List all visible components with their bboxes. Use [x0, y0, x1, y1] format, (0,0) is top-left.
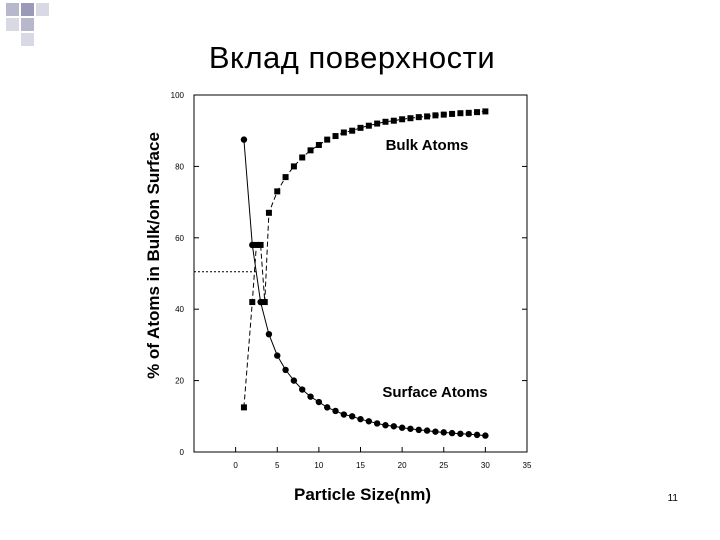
- x-axis-title: Particle Size(nm): [294, 485, 431, 504]
- bulk-atoms-point: [357, 124, 364, 131]
- y-tick-label: 80: [175, 162, 184, 171]
- bulk-atoms-point: [274, 188, 281, 195]
- y-tick-label: 100: [171, 91, 185, 100]
- surface-atoms-label: Surface Atoms: [382, 384, 487, 401]
- bulk-atoms-point: [290, 163, 297, 170]
- x-tick-label: 5: [275, 461, 280, 470]
- x-tick-label: 30: [481, 461, 490, 470]
- series-line-bulk-atoms: [243, 110, 486, 408]
- bulk-atoms-point: [382, 118, 389, 125]
- bulk-atoms-point: [440, 111, 447, 118]
- surface-atoms-point: [465, 430, 472, 438]
- bulk-atoms-point: [482, 108, 489, 115]
- bulk-atoms-point: [299, 154, 306, 161]
- bulk-atoms-point: [365, 122, 372, 129]
- surface-atoms-point: [407, 425, 414, 432]
- corner-square-5: [21, 18, 34, 31]
- bulk-atoms-point: [282, 174, 289, 181]
- surface-atoms-point: [415, 426, 422, 434]
- decorative-corner-squares: [6, 3, 49, 46]
- corner-square-1: [6, 3, 19, 16]
- corner-square-3: [36, 3, 49, 16]
- surface-atoms-point: [307, 393, 314, 400]
- bulk-atoms-point: [249, 299, 256, 306]
- bulk-atoms-point: [332, 133, 339, 140]
- x-tick-label: 10: [314, 461, 323, 470]
- surface-atoms-point: [299, 386, 306, 393]
- bulk-atoms-point: [253, 241, 260, 248]
- bulk-atoms-point: [240, 404, 247, 411]
- bulk-atoms-point: [399, 116, 406, 123]
- x-tick-label: 35: [523, 461, 532, 470]
- surface-atoms-point: [357, 415, 364, 423]
- bulk-atoms-point: [257, 241, 264, 248]
- x-tick-label: 0: [233, 461, 238, 470]
- surface-atoms-point: [440, 429, 447, 436]
- bulk-atoms-point: [315, 141, 322, 148]
- surface-atoms-point: [274, 352, 281, 359]
- y-tick-label: 20: [175, 377, 184, 386]
- corner-square-2: [21, 3, 34, 16]
- bulk-atoms-point: [449, 110, 456, 117]
- x-tick-label: 20: [398, 461, 407, 470]
- bulk-atoms-point: [390, 117, 397, 124]
- bulk-atoms-point: [261, 299, 268, 306]
- surface-atoms-point: [390, 423, 397, 430]
- surface-atoms-point: [257, 298, 264, 306]
- bulk-atoms-point: [407, 115, 414, 122]
- bulk-atoms-point: [465, 109, 472, 116]
- y-axis-title: % of Atoms in Bulk/on Surface: [144, 132, 163, 379]
- surface-atoms-point: [423, 427, 431, 434]
- bulk-atoms-point: [474, 109, 481, 116]
- surface-atoms-point: [315, 398, 323, 406]
- bulk-atoms-point: [265, 209, 272, 216]
- bulk-atoms-point: [432, 112, 439, 119]
- bulk-atoms-point: [340, 129, 347, 136]
- bulk-atoms-point: [374, 120, 381, 127]
- surface-atoms-point: [332, 407, 339, 415]
- surface-atoms-point: [398, 424, 406, 431]
- x-tick-label: 15: [356, 461, 365, 470]
- surface-atoms-point: [448, 429, 456, 437]
- y-tick-label: 40: [175, 305, 184, 314]
- x-tick-label: 25: [439, 461, 448, 470]
- y-tick-label: 60: [175, 234, 184, 243]
- surface-atoms-point: [473, 431, 481, 439]
- surface-atoms-point: [365, 418, 373, 425]
- surface-atoms-point: [482, 432, 489, 439]
- bulk-atoms-point: [349, 127, 356, 134]
- surface-atoms-point: [290, 377, 298, 384]
- surface-atoms-point: [382, 422, 389, 429]
- bulk-atoms-point: [415, 114, 422, 121]
- corner-square-6: [21, 33, 34, 46]
- surface-atoms-point: [457, 430, 464, 437]
- corner-square-4: [6, 18, 19, 31]
- bulk-atoms-point: [324, 136, 331, 143]
- surface-atoms-point: [240, 136, 248, 143]
- bulk-atoms-point: [457, 110, 464, 117]
- surface-atoms-point: [373, 420, 381, 427]
- bulk-atoms-label: Bulk Atoms: [386, 137, 469, 154]
- slide-title: Вклад поверхности: [208, 40, 496, 75]
- bulk-atoms-point: [307, 147, 314, 154]
- surface-atoms-point: [282, 366, 289, 374]
- page-number: 11: [667, 493, 678, 504]
- bulk-atoms-point: [424, 113, 431, 120]
- y-tick-label: 0: [180, 448, 185, 457]
- surface-atoms-point: [249, 241, 256, 249]
- surface-atoms-point: [324, 404, 331, 411]
- surface-atoms-point: [348, 413, 356, 420]
- surface-atoms-point: [340, 411, 348, 418]
- surface-atoms-point: [265, 330, 273, 338]
- surface-atoms-point: [432, 428, 439, 435]
